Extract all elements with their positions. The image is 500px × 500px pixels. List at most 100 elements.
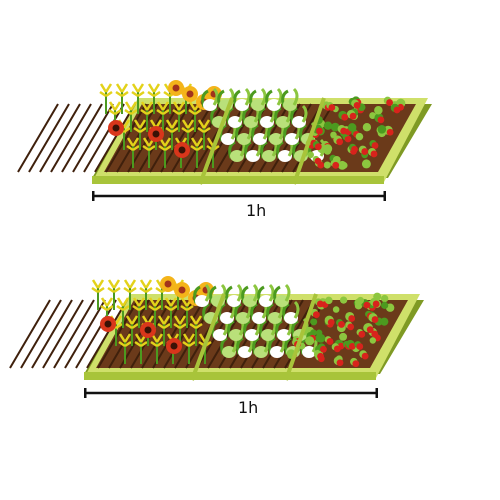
farm-plot-2-divider-1	[190, 293, 226, 381]
farm-plot-2[interactable]	[9, 276, 424, 381]
furrow-line	[83, 103, 125, 173]
cabbage-icon	[269, 133, 283, 145]
wheat-icon	[126, 137, 140, 152]
tomato-icon	[349, 112, 357, 120]
tomato-leaf	[310, 318, 318, 326]
tomato-leaf	[332, 306, 340, 313]
tomato-leaf	[374, 105, 383, 115]
flower-center	[172, 84, 180, 92]
furrow-line	[31, 299, 73, 369]
wheat-icon	[150, 333, 164, 348]
tomato-icon	[377, 116, 385, 124]
wheat-icon	[116, 297, 130, 312]
farm-plot-1-divider-1	[198, 97, 234, 185]
furrow-line	[39, 103, 81, 173]
tomato-leaf	[325, 296, 333, 305]
farm-plot-1[interactable]	[17, 80, 432, 185]
wheat-icon	[140, 101, 154, 116]
wheat-icon	[115, 83, 129, 98]
furrow-line	[105, 103, 147, 173]
tomato-leaf	[369, 337, 377, 344]
tomato-icon	[386, 99, 393, 106]
tomato-icon	[371, 330, 379, 338]
furrow-line	[75, 299, 117, 369]
wheat-icon	[157, 315, 171, 330]
farm-plot-1-plants	[99, 80, 406, 170]
wheat-icon	[118, 333, 132, 348]
cabbage-icon	[252, 312, 266, 324]
tomato-leaf	[323, 161, 331, 169]
furrow-line	[20, 299, 62, 369]
wheat-icon	[165, 119, 179, 134]
cabbage-icon	[213, 329, 227, 341]
tomato-icon	[316, 300, 324, 308]
tomato-icon	[320, 345, 327, 353]
tomato-leaf	[381, 301, 389, 309]
cabbage-icon	[228, 116, 242, 128]
cabbage-icon	[261, 329, 275, 341]
tomato-icon	[344, 135, 352, 143]
tomato-icon	[348, 342, 356, 350]
cabbage-leaf	[301, 104, 308, 123]
wheat-icon	[99, 83, 113, 98]
tomato-icon	[370, 150, 378, 158]
tomato-leaf	[305, 336, 315, 346]
cabbage-icon	[268, 312, 282, 324]
wheat-icon	[142, 137, 156, 152]
wheat-icon	[174, 137, 188, 152]
duration-arrow-1	[92, 191, 386, 201]
wheat-icon	[141, 315, 155, 330]
flower-center	[144, 326, 152, 334]
flower-center	[104, 320, 112, 328]
tomato-icon	[361, 148, 369, 155]
cabbage-icon	[245, 329, 259, 341]
cabbage-icon	[302, 346, 316, 358]
tomato-icon	[341, 113, 349, 121]
tomato-icon	[333, 345, 341, 353]
tomato-leaf	[323, 121, 333, 130]
cabbage-icon	[292, 116, 306, 128]
cabbage-leaf	[260, 87, 267, 106]
wheat-icon	[182, 333, 196, 348]
tomato-icon	[393, 106, 401, 114]
cabbage-icon	[230, 150, 244, 162]
furrow-line	[97, 299, 139, 369]
tomato-leaf	[347, 123, 357, 132]
cabbage-icon	[246, 150, 260, 162]
tomato-icon	[352, 360, 360, 368]
tomato-icon	[371, 142, 379, 149]
cabbage-leaf	[293, 300, 300, 319]
tomato-leaf	[339, 296, 348, 304]
tomato-leaf	[362, 123, 372, 132]
tomato-leaf	[361, 159, 371, 169]
farm-plot-1-front-edge	[92, 176, 384, 184]
wheat-icon	[181, 119, 195, 134]
cabbage-icon	[244, 116, 258, 128]
cabbage-leaf	[284, 283, 291, 302]
tomato-icon	[386, 128, 394, 136]
cabbage-icon	[276, 116, 290, 128]
duration-arrow-2	[84, 388, 378, 398]
wheat-icon	[139, 279, 153, 294]
tomato-leaf	[381, 294, 389, 303]
furrow-line	[17, 103, 59, 173]
tomato-icon	[351, 145, 358, 153]
tomato-icon	[340, 127, 348, 135]
wheat-icon	[107, 279, 121, 294]
tomato-leaf	[307, 151, 315, 159]
cabbage-icon	[243, 295, 257, 307]
cabbage-icon	[235, 99, 249, 111]
tomato-icon	[326, 338, 334, 345]
farm-plot-2-divider-2	[284, 293, 318, 381]
flower-center	[178, 146, 186, 154]
cabbage-icon	[203, 99, 217, 111]
cabbage-icon	[253, 133, 267, 145]
cabbage-leaf	[292, 87, 299, 106]
cabbage-leaf	[252, 283, 259, 302]
furrow-line	[64, 299, 106, 369]
tomato-icon	[328, 104, 336, 111]
furrow-line	[42, 299, 84, 369]
tomato-icon	[366, 326, 374, 334]
wheat-icon	[124, 101, 138, 116]
